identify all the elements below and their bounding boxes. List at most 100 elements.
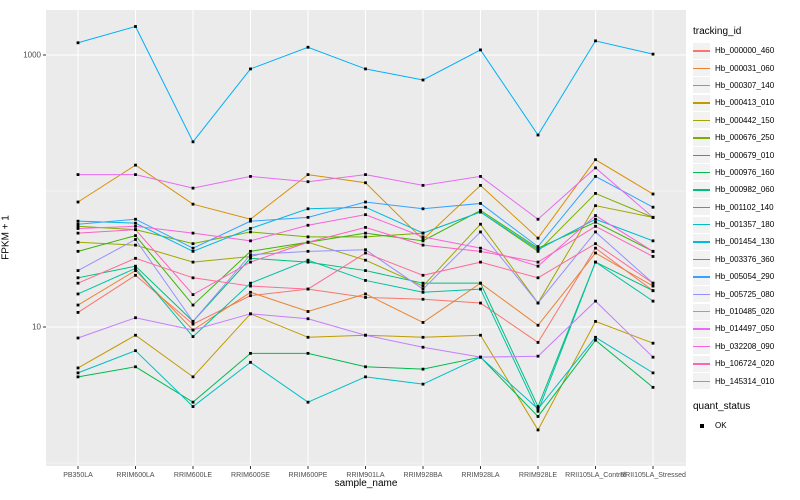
data-point — [651, 289, 655, 293]
data-point — [306, 45, 310, 49]
data-point — [421, 345, 425, 349]
data-point — [651, 371, 655, 375]
data-point — [364, 365, 367, 369]
data-point — [651, 239, 655, 243]
data-point — [76, 371, 80, 375]
data-point — [536, 217, 540, 221]
legend-key-line-icon — [693, 303, 710, 320]
data-point — [536, 249, 540, 253]
data-point — [76, 292, 80, 296]
data-point — [536, 301, 540, 305]
data-point — [191, 303, 195, 307]
legend-item-Hb_001357_180: Hb_001357_180 — [693, 216, 799, 233]
x-tick-label: RRIM600PE — [289, 472, 328, 479]
data-point — [76, 269, 80, 272]
legend-item-Hb_000000_460: Hb_000000_460 — [693, 42, 799, 59]
data-point — [421, 273, 425, 277]
data-point — [249, 294, 252, 298]
data-point — [651, 215, 655, 219]
data-point — [306, 235, 310, 239]
data-point — [651, 192, 655, 196]
legend-key-line-icon — [693, 181, 710, 198]
data-point — [364, 200, 367, 204]
legend-item-Hb_003376_360: Hb_003376_360 — [693, 251, 799, 268]
data-point — [306, 207, 310, 211]
data-point — [421, 183, 425, 187]
data-point — [134, 243, 137, 247]
data-point — [536, 245, 540, 249]
data-point — [76, 224, 80, 228]
data-point — [364, 213, 367, 217]
data-point — [191, 375, 195, 379]
data-point — [134, 365, 137, 369]
data-point — [76, 281, 80, 285]
data-point — [191, 322, 195, 326]
data-point — [594, 242, 597, 246]
data-point — [249, 230, 252, 234]
data-point — [191, 246, 195, 250]
data-point — [594, 220, 597, 224]
data-point — [364, 333, 367, 337]
data-point — [594, 338, 597, 342]
data-point — [479, 249, 482, 253]
data-point — [651, 385, 655, 389]
legend-title-quant-status: quant_status — [693, 400, 751, 412]
data-point — [536, 236, 540, 240]
legend-key-line-icon — [693, 42, 710, 59]
data-point — [306, 223, 310, 227]
data-point — [421, 321, 425, 324]
data-point — [364, 231, 367, 235]
data-point — [479, 48, 482, 52]
data-point — [249, 281, 252, 285]
data-point — [249, 217, 252, 221]
legend-key-line-icon — [693, 216, 710, 233]
data-point — [479, 355, 482, 359]
data-point — [134, 217, 137, 221]
x-tick-label: RRIM928LA — [461, 472, 499, 479]
data-point — [306, 249, 310, 253]
data-point — [306, 215, 310, 219]
legend-key-line-icon — [693, 338, 710, 355]
data-point — [536, 341, 540, 344]
legend-item-Hb_000031_060: Hb_000031_060 — [693, 59, 799, 77]
data-point — [306, 258, 310, 262]
data-point — [536, 409, 540, 413]
data-point — [134, 228, 137, 232]
legend-item-Hb_145314_010: Hb_145314_010 — [693, 372, 799, 390]
data-point — [364, 251, 367, 255]
legend-key-line-icon — [693, 60, 710, 77]
data-point — [191, 405, 195, 408]
legend-items: Hb_000000_460 Hb_000031_060 Hb_000307_140 H… — [693, 42, 799, 390]
legend-item-label: Hb_000031_060 — [715, 63, 775, 73]
data-point — [191, 231, 195, 235]
legend-item-label: Hb_000442_150 — [715, 115, 775, 125]
data-point — [249, 260, 252, 264]
data-point — [249, 290, 252, 294]
data-point — [191, 249, 195, 253]
data-point — [249, 312, 252, 316]
legend-item-Hb_000679_010: Hb_000679_010 — [693, 146, 799, 164]
data-point — [479, 222, 482, 226]
x-tick-label: RRIM928LE — [519, 472, 557, 479]
data-point — [191, 319, 195, 323]
data-point — [651, 355, 655, 359]
data-point — [594, 260, 597, 264]
data-point — [536, 428, 540, 432]
data-point — [594, 224, 597, 228]
x-tick-label: PB350LA — [63, 472, 93, 479]
data-point — [76, 231, 80, 235]
data-point — [134, 256, 137, 260]
legend-item-label: Hb_003376_360 — [715, 254, 775, 264]
data-point — [134, 266, 137, 270]
legend-item-label: Hb_000982_060 — [715, 185, 775, 195]
data-point — [249, 284, 252, 288]
legend-key-line-icon — [693, 355, 710, 372]
x-axis-title: sample_name — [334, 478, 398, 489]
legend-item-Hb_000676_250: Hb_000676_250 — [693, 129, 799, 146]
data-point — [479, 281, 482, 285]
data-point — [76, 173, 80, 177]
data-point — [306, 287, 310, 291]
data-point — [306, 240, 310, 244]
legend: tracking_id Hb_000000_460 Hb_000031_060 Hb… — [693, 26, 799, 434]
legend-item-label: Hb_014497_050 — [715, 324, 775, 334]
